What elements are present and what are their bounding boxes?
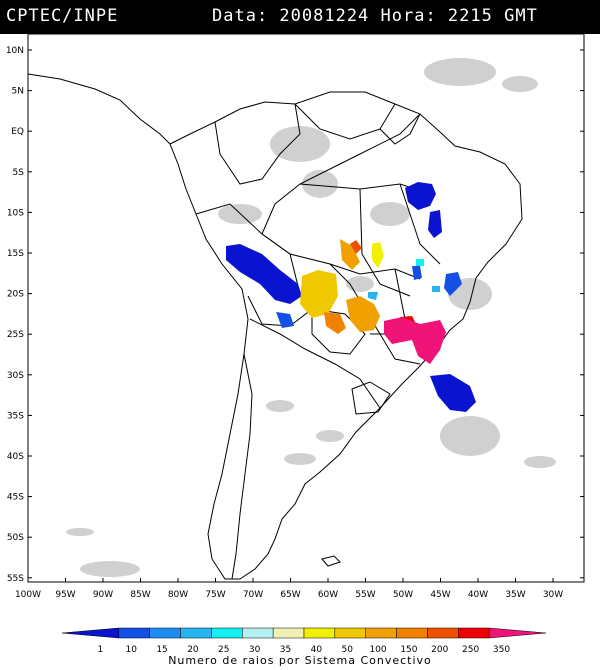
lon-label: 85W (130, 590, 150, 600)
lon-label: 65W (280, 590, 300, 600)
lon-label: 35W (505, 590, 525, 600)
datetime-label: Data: 20081224 Hora: 2215 GMT (212, 6, 538, 26)
legend-swatch (211, 627, 243, 639)
coastlines (27, 73, 523, 580)
system-orange-1 (340, 239, 360, 270)
lat-label: 5N (12, 87, 24, 97)
lat-label: 35S (7, 411, 24, 421)
system-yellow-1 (372, 242, 384, 268)
lat-label: 10N (6, 46, 24, 56)
system-blue-se (430, 374, 476, 412)
legend-value: 40 (311, 645, 323, 655)
lon-label: 60W (318, 590, 338, 600)
system-orange-3 (324, 312, 346, 334)
legend-value: 20 (187, 645, 199, 655)
lon-label: 55W (355, 590, 375, 600)
lat-label: 25S (7, 330, 24, 340)
lon-label: 95W (55, 590, 75, 600)
lon-label: 50W (393, 590, 413, 600)
lat-label: 20S (7, 290, 24, 300)
system-blue-east (444, 272, 462, 296)
brazil-states (299, 183, 441, 335)
lat-label: 5S (13, 168, 25, 178)
legend-swatch (272, 627, 305, 639)
uruguay-border (351, 381, 391, 415)
lightning-map: 10N5NEQ5S10S15S20S25S30S35S40S45S50S55S … (6, 34, 585, 655)
system-lightyellow-1 (300, 270, 338, 318)
convective-systems (226, 182, 476, 412)
peru-border (195, 203, 263, 235)
map-header: CPTEC/INPE Data: 20081224 Hora: 2215 GMT (0, 0, 600, 34)
legend-swatch (149, 627, 181, 639)
lon-label: 30W (543, 590, 563, 600)
system-lightcyan-1 (368, 292, 378, 300)
legend-value: 50 (341, 645, 353, 655)
system-orange-4 (350, 240, 362, 254)
legend-value: 35 (280, 645, 291, 655)
chile-border (231, 353, 253, 580)
legend-value: 10 (125, 645, 137, 655)
legend-title: Numero de raios por Sistema Convectivo (168, 654, 432, 667)
falklands (321, 555, 341, 567)
lat-label: 15S (7, 249, 24, 259)
lat-label: 10S (7, 208, 24, 218)
system-blue-north-2 (428, 210, 442, 238)
longitude-labels: 100W 95W 90W 85W 80W 75W 70W 65W 60W 55W 50W 45W 40W… (15, 578, 563, 600)
legend-value: 350 (493, 645, 510, 655)
system-blue-west-2 (276, 312, 294, 328)
legend-swatch (118, 627, 150, 639)
legend-value: 25 (218, 645, 229, 655)
legend-value: 150 (400, 645, 417, 655)
lat-label: 45S (7, 493, 24, 503)
legend-colorbar (61, 627, 547, 639)
lon-label: 40W (468, 590, 488, 600)
legend-value: 15 (156, 645, 167, 655)
colombia-border (214, 103, 301, 185)
lon-label: 90W (93, 590, 113, 600)
cloud-cover (66, 58, 556, 577)
lat-label: 30S (7, 371, 24, 381)
argentina-border (249, 318, 381, 409)
legend-swatch (365, 627, 397, 639)
lon-label: 80W (168, 590, 188, 600)
lon-label: 45W (430, 590, 450, 600)
guyana-border (379, 113, 421, 145)
source-label: CPTEC/INPE (6, 6, 119, 26)
lat-label: 50S (7, 533, 24, 543)
legend-value: 100 (369, 645, 386, 655)
venezuela-border (294, 103, 396, 140)
legend-swatch (334, 627, 366, 639)
system-blue-north-1 (405, 182, 436, 210)
legend-swatch (427, 627, 459, 639)
legend-swatch (180, 627, 212, 639)
system-orange-2 (346, 296, 380, 332)
lat-label: EQ (11, 127, 24, 137)
legend-swatch (458, 627, 490, 639)
system-pink-1 (384, 317, 446, 364)
legend-value: 200 (431, 645, 448, 655)
lon-label: 100W (15, 590, 41, 600)
legend-swatch (61, 627, 120, 639)
paraguay-border (311, 308, 366, 355)
legend-swatch (396, 627, 428, 639)
legend-swatch (488, 627, 547, 639)
central-america-outline (27, 73, 171, 145)
lon-label: 70W (243, 590, 263, 600)
system-cyan-2 (432, 286, 440, 292)
legend-swatch (242, 627, 274, 639)
legend-value: 250 (462, 645, 479, 655)
lon-label: 75W (205, 590, 225, 600)
system-blue-east-2 (412, 266, 422, 280)
system-cyan-1 (416, 259, 424, 266)
south-america-outline (169, 91, 523, 580)
legend-swatch (303, 627, 336, 639)
legend-value: 1 (97, 645, 103, 655)
legend-value: 30 (249, 645, 261, 655)
legend-tick-labels: 1 10 15 20 25 30 35 40 50 100 150 200 250 350 (97, 645, 510, 655)
lat-label: 40S (7, 452, 24, 462)
lat-label: 55S (7, 574, 24, 584)
system-blue-west (226, 244, 302, 304)
latitude-labels: 10N 5N EQ 5S 10S 15S 20S 25S 30S 35S 40S 45S 50S 55S (6, 46, 584, 584)
